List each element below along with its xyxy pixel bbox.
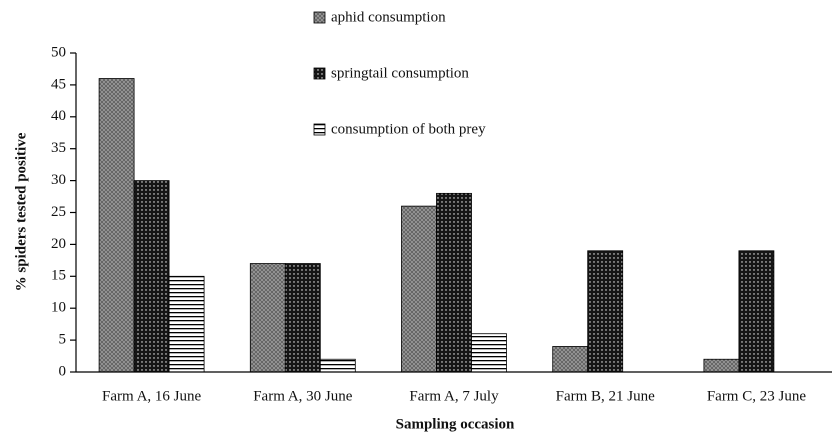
x-tick-label: Farm A, 7 July xyxy=(409,388,499,404)
bar xyxy=(703,358,740,373)
bar xyxy=(168,275,205,373)
bar xyxy=(249,263,286,373)
bar xyxy=(284,263,321,373)
bar xyxy=(471,333,507,373)
y-tick-label: 40 xyxy=(51,108,66,124)
bar xyxy=(401,205,437,373)
legend-label: aphid consumption xyxy=(331,9,446,25)
y-axis-label: % spiders tested positive xyxy=(13,132,29,291)
legend-swatch xyxy=(313,123,326,136)
x-tick-label: Farm B, 21 June xyxy=(556,388,656,404)
x-tick-label: Farm A, 30 June xyxy=(253,388,353,404)
legend-swatch xyxy=(313,67,326,80)
y-tick-label: 15 xyxy=(51,268,66,284)
x-tick-label: Farm C, 23 June xyxy=(707,388,807,404)
y-tick-label: 25 xyxy=(51,204,66,220)
y-tick-label: 35 xyxy=(51,140,66,156)
x-tick-label: Farm A, 16 June xyxy=(102,388,202,404)
y-tick-label: 50 xyxy=(51,44,66,60)
x-axis-label: Sampling occasion xyxy=(396,416,515,432)
legend-label: springtail consumption xyxy=(331,65,469,81)
y-tick-label: 10 xyxy=(51,300,66,316)
bar xyxy=(552,346,589,373)
legend-swatch xyxy=(313,11,326,24)
bar xyxy=(738,250,775,373)
y-tick-label: 0 xyxy=(59,363,67,379)
bar xyxy=(436,192,472,373)
bar xyxy=(133,180,170,373)
y-tick-label: 5 xyxy=(59,332,67,348)
y-tick-label: 45 xyxy=(51,76,66,92)
bar xyxy=(98,78,135,373)
bar xyxy=(319,358,356,373)
bar xyxy=(587,250,624,373)
y-tick-label: 20 xyxy=(51,236,66,252)
legend-label: consumption of both prey xyxy=(331,121,486,137)
y-tick-label: 30 xyxy=(51,172,66,188)
